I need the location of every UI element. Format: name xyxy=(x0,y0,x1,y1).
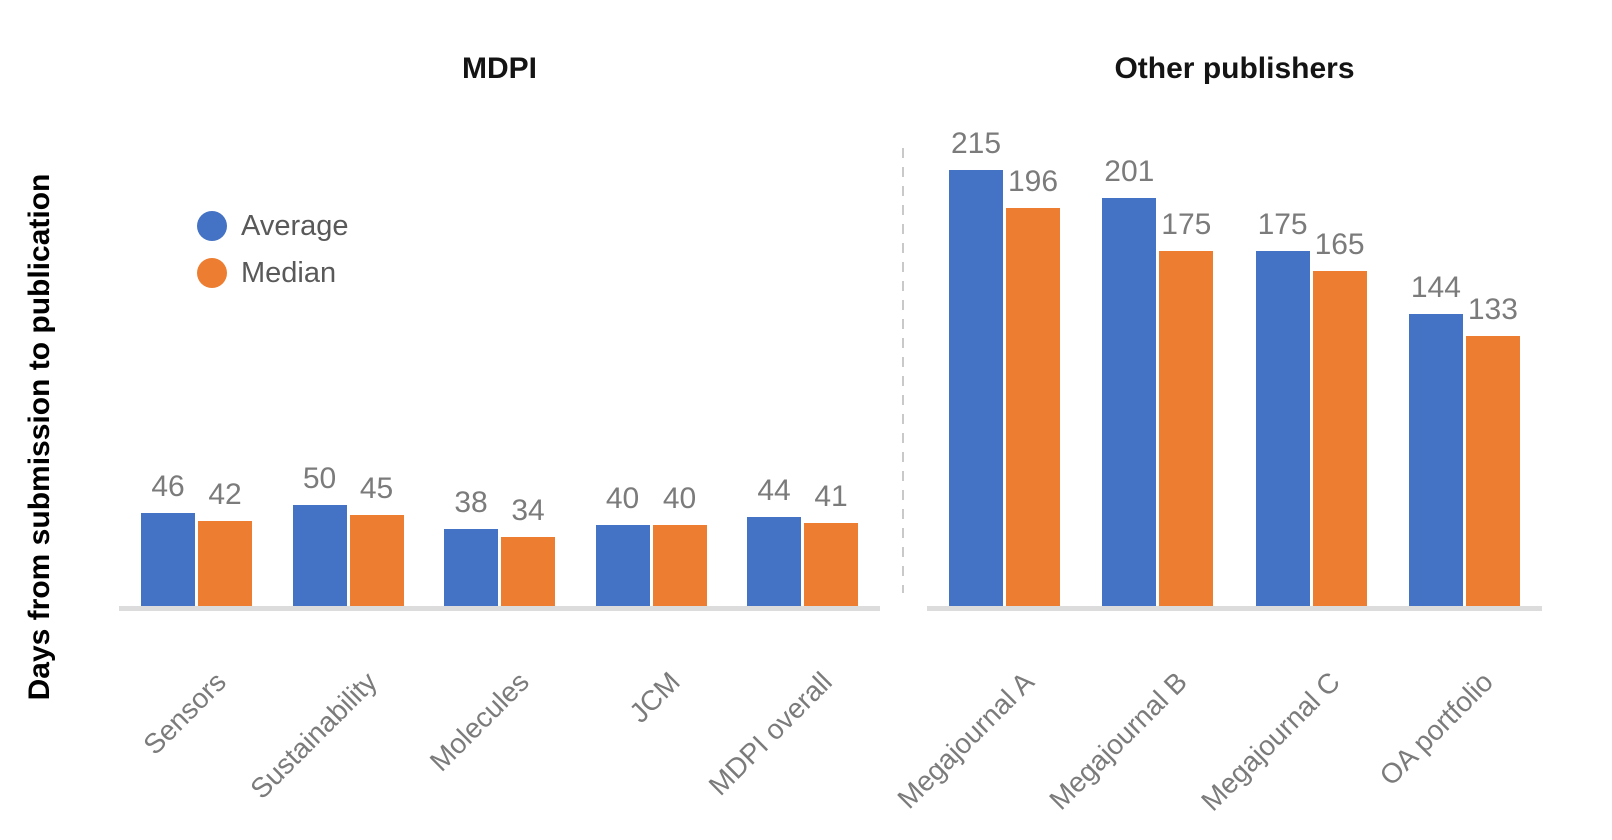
bar-average-molecules xyxy=(444,529,498,606)
bar-average-oa-portfolio xyxy=(1408,314,1463,606)
value-label-average-mdpi-overall: 44 xyxy=(757,474,791,507)
value-label-average-megajournal-c: 175 xyxy=(1257,208,1308,241)
bar-median-sensors xyxy=(198,521,252,606)
bar-median-mdpi-overall xyxy=(804,523,858,606)
bar-average-sustainability xyxy=(292,505,347,606)
panel-title-mdpi: MDPI xyxy=(462,52,537,85)
bar-average-megajournal-b xyxy=(1102,198,1157,606)
legend-label-median: Median xyxy=(241,256,337,289)
legend-item-average: Average xyxy=(197,209,349,242)
bar-average-mdpi-overall xyxy=(747,517,801,606)
x-axis-line-mdpi xyxy=(119,606,880,611)
bar-median-molecules xyxy=(501,537,555,606)
group-divider-dashed-line xyxy=(902,148,904,593)
value-label-average-jcm: 40 xyxy=(605,482,640,515)
bar-average-sensors xyxy=(141,513,195,606)
y-axis-label: Days from submission to publication xyxy=(23,173,56,701)
bar-median-jcm xyxy=(652,525,707,606)
median-legend-swatch-icon xyxy=(197,258,227,288)
value-label-average-megajournal-a: 215 xyxy=(950,127,1002,160)
value-label-median-sensors: 42 xyxy=(208,478,242,511)
bar-average-megajournal-a xyxy=(949,170,1003,606)
value-label-average-megajournal-b: 201 xyxy=(1104,155,1155,188)
bar-median-megajournal-a xyxy=(1006,208,1060,606)
legend-item-median: Median xyxy=(197,256,349,289)
value-label-median-sustainability: 45 xyxy=(359,472,394,505)
value-label-average-sensors: 46 xyxy=(151,470,185,503)
bar-median-megajournal-b xyxy=(1159,251,1214,606)
x-axis-line-other xyxy=(927,606,1542,611)
value-label-median-mdpi-overall: 41 xyxy=(814,480,848,513)
value-label-average-oa-portfolio: 144 xyxy=(1410,271,1461,304)
value-label-median-oa-portfolio: 133 xyxy=(1467,293,1518,326)
value-label-median-molecules: 34 xyxy=(511,494,545,527)
bar-average-jcm xyxy=(595,525,650,606)
value-label-median-megajournal-c: 165 xyxy=(1314,228,1365,261)
value-label-median-megajournal-b: 175 xyxy=(1161,208,1212,241)
value-label-median-jcm: 40 xyxy=(662,482,697,515)
panel-title-other-publishers: Other publishers xyxy=(1114,52,1355,85)
average-legend-swatch-icon xyxy=(197,211,227,241)
bar-median-megajournal-c xyxy=(1312,271,1367,606)
bar-average-megajournal-c xyxy=(1255,251,1310,606)
value-label-average-molecules: 38 xyxy=(454,486,488,519)
legend: Average Median xyxy=(197,209,349,305)
value-label-median-megajournal-a: 196 xyxy=(1007,165,1059,198)
value-label-average-sustainability: 50 xyxy=(302,462,337,495)
bar-median-oa-portfolio xyxy=(1465,336,1520,606)
bar-median-sustainability xyxy=(349,515,404,606)
legend-label-average: Average xyxy=(241,209,349,242)
